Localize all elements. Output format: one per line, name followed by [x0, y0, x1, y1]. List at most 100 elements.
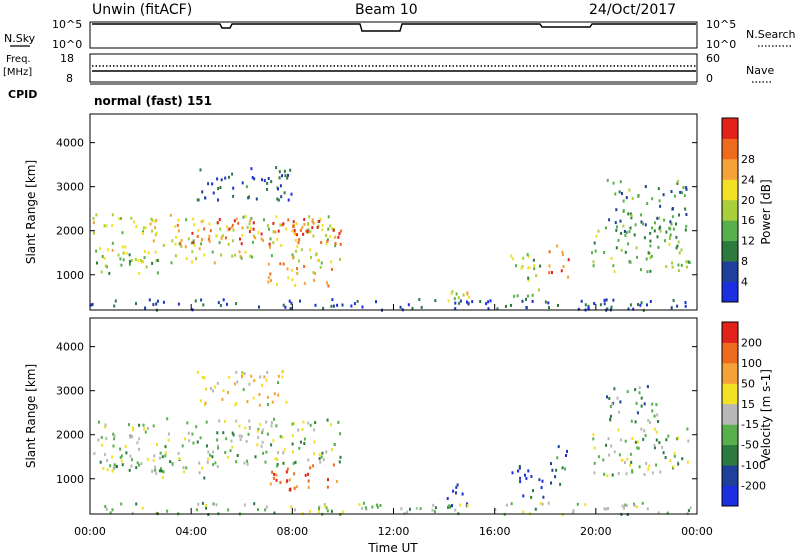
data-cell	[95, 213, 98, 217]
data-cell	[193, 243, 196, 247]
freq-panel: Freq. [MHz] 18 8 60 0 Nave	[3, 52, 774, 85]
cpid-label: CPID	[8, 88, 37, 101]
data-cell	[151, 261, 154, 265]
data-cell	[649, 421, 651, 425]
data-cell	[376, 503, 378, 507]
data-cell	[689, 506, 692, 510]
data-cell	[162, 300, 165, 304]
data-cell	[277, 198, 280, 202]
data-cell	[325, 234, 328, 237]
data-cell	[258, 305, 260, 309]
data-cell	[106, 459, 109, 463]
data-cell	[640, 404, 643, 408]
data-cell	[164, 451, 167, 455]
data-cell	[624, 439, 627, 443]
data-cell	[550, 462, 552, 466]
data-cell	[323, 503, 326, 506]
data-cell	[312, 464, 315, 468]
data-cell	[517, 469, 520, 473]
data-cell	[338, 257, 341, 261]
data-cell	[662, 451, 665, 455]
colorbar-tick-label: -50	[741, 439, 759, 452]
data-cell	[286, 176, 289, 180]
data-cell	[287, 173, 289, 177]
data-cell	[154, 226, 157, 230]
data-cell	[245, 185, 248, 189]
data-cell	[202, 303, 205, 307]
data-cell	[209, 229, 212, 233]
data-cell	[98, 420, 100, 424]
data-cell	[653, 446, 656, 450]
data-cell	[629, 303, 632, 307]
data-cell	[138, 463, 141, 467]
data-cell	[227, 455, 230, 459]
data-cell	[375, 300, 377, 304]
data-cell	[267, 177, 270, 180]
data-cell	[227, 228, 230, 232]
data-cell	[266, 370, 269, 374]
data-cell	[613, 450, 616, 454]
data-cell	[142, 230, 144, 234]
data-cell	[146, 427, 149, 430]
data-cell	[211, 250, 214, 254]
data-cell	[260, 232, 263, 236]
data-cell	[154, 468, 157, 472]
data-cell	[257, 230, 260, 234]
data-cell	[246, 462, 249, 466]
data-cell	[277, 393, 280, 397]
colorbar-frame	[721, 117, 739, 303]
data-cell	[487, 307, 490, 311]
data-cell	[339, 432, 342, 436]
data-cell	[196, 440, 199, 444]
data-cell	[155, 302, 158, 306]
data-cell	[207, 182, 210, 186]
nsky-trace	[92, 23, 696, 32]
colorbar-tick-label: -200	[741, 480, 766, 493]
data-cell	[623, 506, 625, 510]
data-cell	[119, 455, 122, 459]
colorbar-tick-label: 24	[741, 173, 755, 186]
data-cell	[485, 302, 488, 306]
data-cell	[313, 440, 316, 444]
data-cell	[651, 197, 654, 201]
data-cell	[669, 236, 672, 239]
data-cell	[236, 454, 239, 457]
data-cell	[282, 461, 285, 465]
data-cell	[135, 225, 138, 228]
data-cell	[592, 264, 595, 268]
data-cell	[131, 458, 133, 462]
data-cell	[111, 213, 114, 217]
data-cell	[577, 307, 580, 311]
data-cell	[222, 298, 225, 302]
data-cell	[618, 453, 621, 457]
data-cell	[327, 478, 329, 482]
data-cell	[454, 301, 457, 305]
data-cell	[303, 437, 306, 441]
data-cell	[177, 451, 180, 455]
data-cell	[212, 502, 215, 506]
data-cell	[277, 374, 280, 378]
data-cell	[200, 242, 203, 246]
data-cell	[281, 370, 284, 374]
data-cell	[232, 186, 235, 190]
data-cell	[671, 261, 673, 265]
data-cell	[407, 303, 410, 307]
data-cell	[273, 392, 276, 396]
data-cell	[216, 177, 219, 181]
data-cell	[302, 420, 305, 424]
data-cell	[656, 216, 659, 220]
data-cell	[310, 255, 312, 259]
data-cell	[622, 209, 625, 213]
data-cell	[610, 257, 613, 260]
data-cell	[287, 198, 290, 202]
data-cell	[274, 457, 277, 461]
data-cell	[225, 437, 228, 441]
data-cell	[646, 202, 649, 205]
data-cell	[264, 508, 267, 512]
data-cell	[119, 447, 122, 451]
data-cell	[656, 235, 659, 239]
y-tick-label: 1000	[56, 473, 84, 486]
data-cell	[681, 457, 684, 461]
colorbar-tick-label: 50	[741, 377, 755, 390]
data-cell	[207, 450, 210, 454]
